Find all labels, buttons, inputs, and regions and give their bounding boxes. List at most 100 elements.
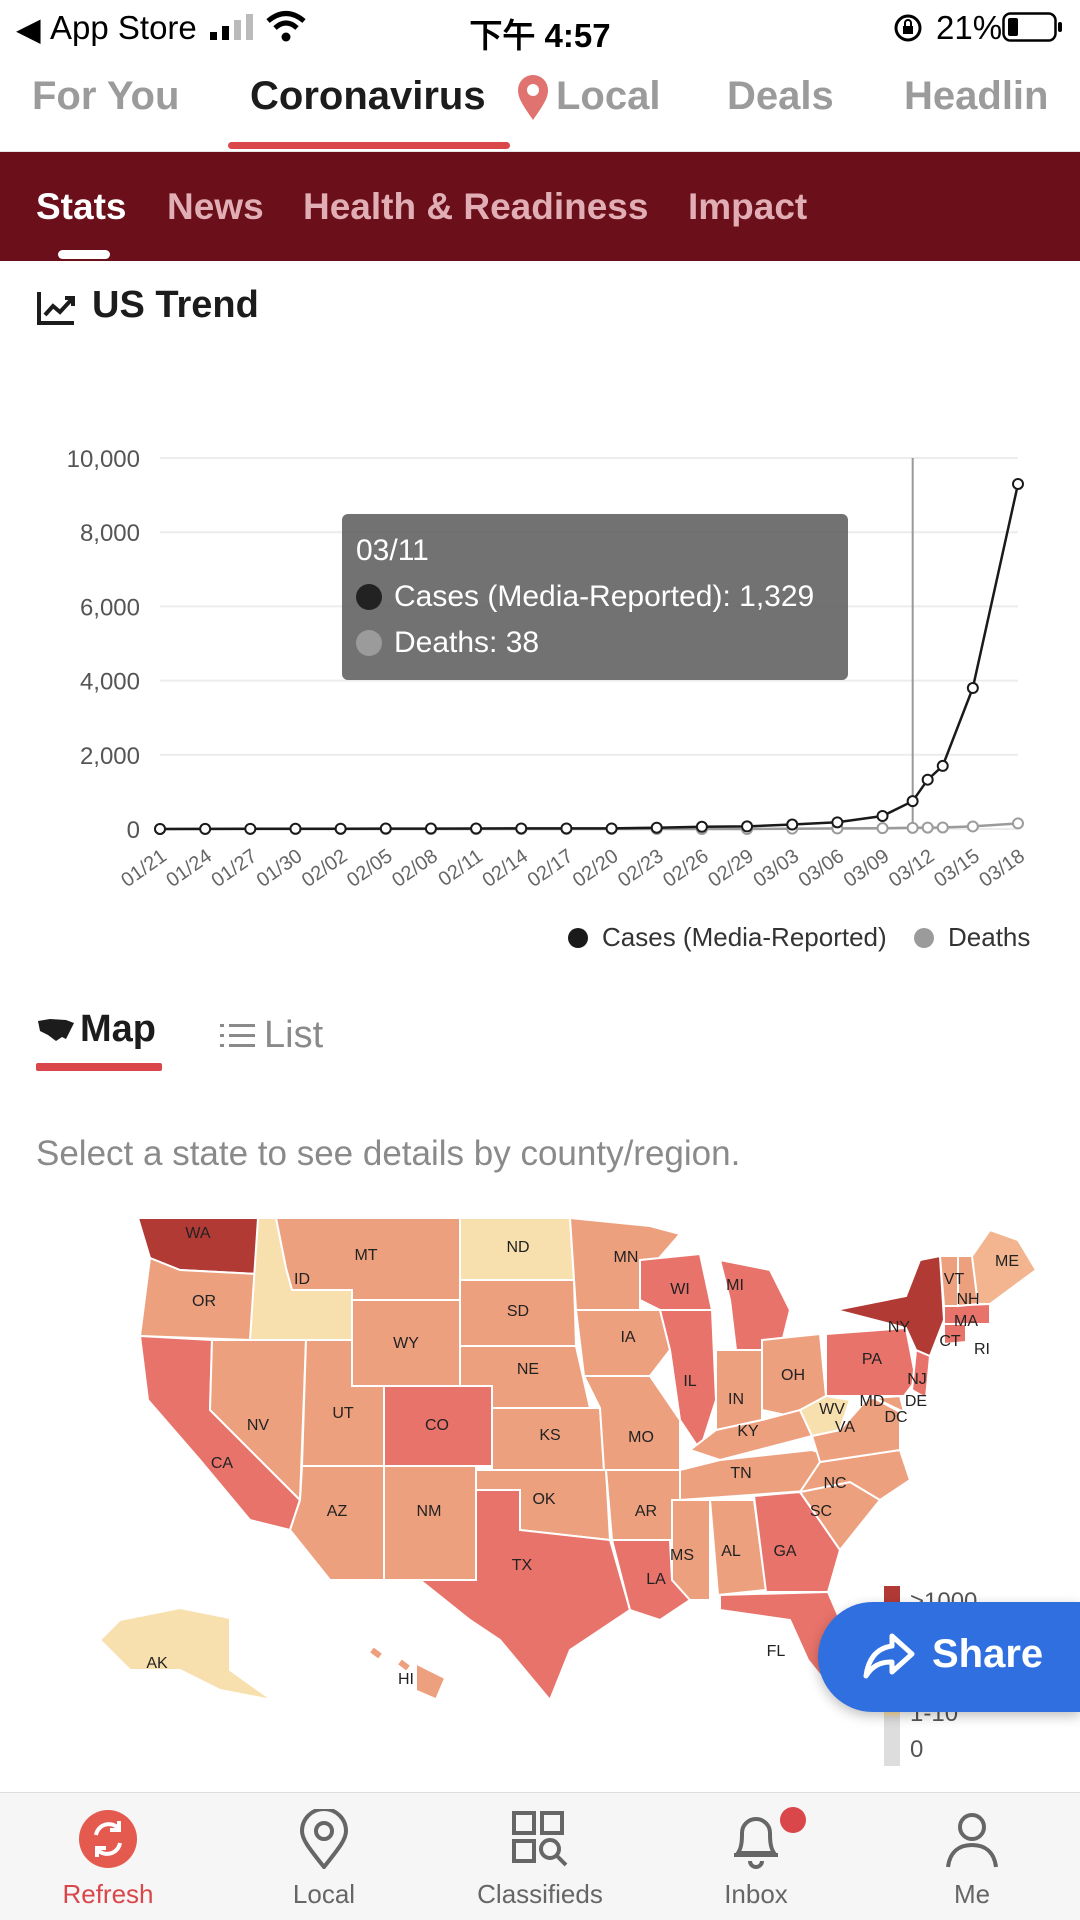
state-labels: WA OR CA ID NV MT WY UT AZ CO NM ND SD NE KS OK TX MN IA MO… [146, 1225, 1019, 1688]
state-label-de: DE [905, 1393, 927, 1410]
scale-label-zero: 0 [910, 1736, 924, 1763]
x-tick-label: 03/12 [885, 845, 939, 892]
bottom-tab-me[interactable]: Me [864, 1793, 1080, 1920]
refresh-icon [79, 1810, 137, 1868]
tab-headlines[interactable]: Headlin [904, 74, 1049, 118]
tab-for-you[interactable]: For You [32, 74, 180, 118]
bottom-tab-inbox[interactable]: Inbox [648, 1793, 864, 1920]
cases-point [334, 822, 347, 835]
y-tick-label: 4,000 [80, 669, 140, 696]
tooltip-cases-text: Cases (Media-Reported): 1,329 [394, 580, 815, 613]
subtab-stats[interactable]: Stats [36, 186, 127, 227]
cell-signal-icon [210, 14, 253, 40]
status-bar: ◀ App Store 下午 4:57 21% [0, 0, 1080, 56]
deaths-point [1012, 817, 1024, 830]
cases-point [470, 822, 483, 835]
us-trend-line-chart[interactable]: 10,0008,0006,0004,0002,000001/2101/2401/… [0, 420, 1080, 980]
state-label-wy: WY [393, 1335, 419, 1352]
cases-point [1012, 477, 1024, 490]
state-label-ga: GA [773, 1543, 796, 1560]
state-me[interactable] [970, 1228, 1038, 1305]
bottom-tab-label: Inbox [724, 1879, 788, 1909]
x-tick-label: 02/29 [704, 845, 758, 892]
cases-point [921, 773, 934, 786]
state-label-oh: OH [781, 1367, 805, 1384]
subtab-health-readiness[interactable]: Health & Readiness [303, 186, 649, 227]
battery-percent: 21% [936, 9, 1003, 46]
state-mi[interactable] [718, 1258, 792, 1351]
state-label-wi: WI [670, 1281, 690, 1298]
cases-point [906, 795, 919, 808]
cases-point [936, 759, 949, 772]
back-arrow-icon[interactable]: ◀ [16, 11, 41, 47]
tab-coronavirus[interactable]: Coronavirus [250, 74, 486, 118]
state-label-ak: AK [146, 1655, 168, 1672]
us-states-map[interactable]: WA OR CA ID NV MT WY UT AZ CO NM ND SD NE KS OK TX MN IA MO… [0, 1200, 1080, 1720]
legend-deaths[interactable]: Deaths [914, 922, 1030, 953]
state-ia[interactable] [574, 1309, 672, 1377]
x-tick-label: 03/18 [975, 845, 1029, 892]
map-view-tab[interactable]: Map [36, 1008, 156, 1051]
tooltip-row-deaths: Deaths: 38 [356, 626, 539, 660]
state-ak[interactable] [98, 1606, 273, 1701]
legend-cases-dot [568, 928, 588, 948]
state-label-nc: NC [823, 1475, 846, 1492]
classifieds-icon [512, 1811, 568, 1867]
share-button[interactable]: Share [818, 1602, 1080, 1712]
state-label-md: MD [860, 1393, 885, 1410]
list-view-tab[interactable]: List [220, 1014, 323, 1057]
active-tab-underline [228, 142, 510, 149]
state-pa[interactable] [825, 1326, 918, 1397]
state-label-vt: VT [944, 1271, 965, 1288]
state-label-wa: WA [185, 1225, 211, 1242]
tab-local[interactable]: Local [556, 74, 661, 118]
state-md[interactable] [849, 1394, 906, 1414]
inbox-unread-badge [780, 1807, 806, 1833]
cases-point [379, 822, 392, 835]
state-az[interactable] [288, 1465, 385, 1581]
back-app-label[interactable]: App Store [50, 9, 197, 46]
deaths-point [876, 822, 889, 835]
state-label-ne: NE [517, 1361, 539, 1378]
bottom-tab-refresh[interactable]: Refresh [0, 1793, 216, 1920]
cases-point [199, 822, 212, 835]
y-tick-label: 10,000 [67, 446, 140, 473]
x-tick-label: 01/27 [208, 845, 262, 892]
state-hi[interactable] [370, 1647, 444, 1698]
tab-deals[interactable]: Deals [727, 74, 834, 118]
state-nm[interactable] [383, 1465, 477, 1581]
legend-cases-label: Cases (Media-Reported) [602, 922, 887, 952]
x-tick-label: 03/03 [749, 845, 803, 892]
state-label-hi: HI [398, 1671, 414, 1688]
tooltip-date: 03/11 [356, 534, 429, 567]
bottom-tab-local[interactable]: Local [216, 1793, 432, 1920]
state-label-mt: MT [354, 1247, 377, 1264]
state-ms[interactable] [671, 1499, 711, 1601]
state-label-co: CO [425, 1417, 449, 1434]
y-tick-label: 6,000 [80, 594, 140, 621]
cases-point [515, 822, 528, 835]
state-wv[interactable] [798, 1394, 852, 1438]
bottom-tab-classifieds[interactable]: Classifieds [432, 1793, 648, 1920]
subtab-impact[interactable]: Impact [688, 186, 808, 227]
map-tab-underline [36, 1063, 162, 1071]
subtab-news[interactable]: News [167, 186, 264, 227]
bottom-tab-label: Classifieds [477, 1879, 603, 1909]
state-label-pa: PA [862, 1351, 882, 1368]
deaths-point [966, 820, 979, 833]
state-label-nj: NJ [907, 1371, 927, 1388]
y-tick-label: 8,000 [80, 520, 140, 547]
location-pin-icon [299, 1809, 349, 1869]
share-arrow-icon [863, 1633, 915, 1679]
subtab-indicator [58, 250, 110, 259]
state-ga[interactable] [752, 1490, 842, 1593]
cases-point [605, 822, 618, 835]
state-in[interactable] [715, 1349, 763, 1432]
legend-deaths-dot [914, 928, 934, 948]
state-label-ct: CT [939, 1333, 961, 1350]
state-label-ks: KS [539, 1427, 560, 1444]
state-tx[interactable] [417, 1489, 632, 1702]
cases-point [741, 820, 754, 833]
tooltip-deaths-dot [356, 630, 382, 656]
legend-cases[interactable]: Cases (Media-Reported) [568, 922, 887, 953]
